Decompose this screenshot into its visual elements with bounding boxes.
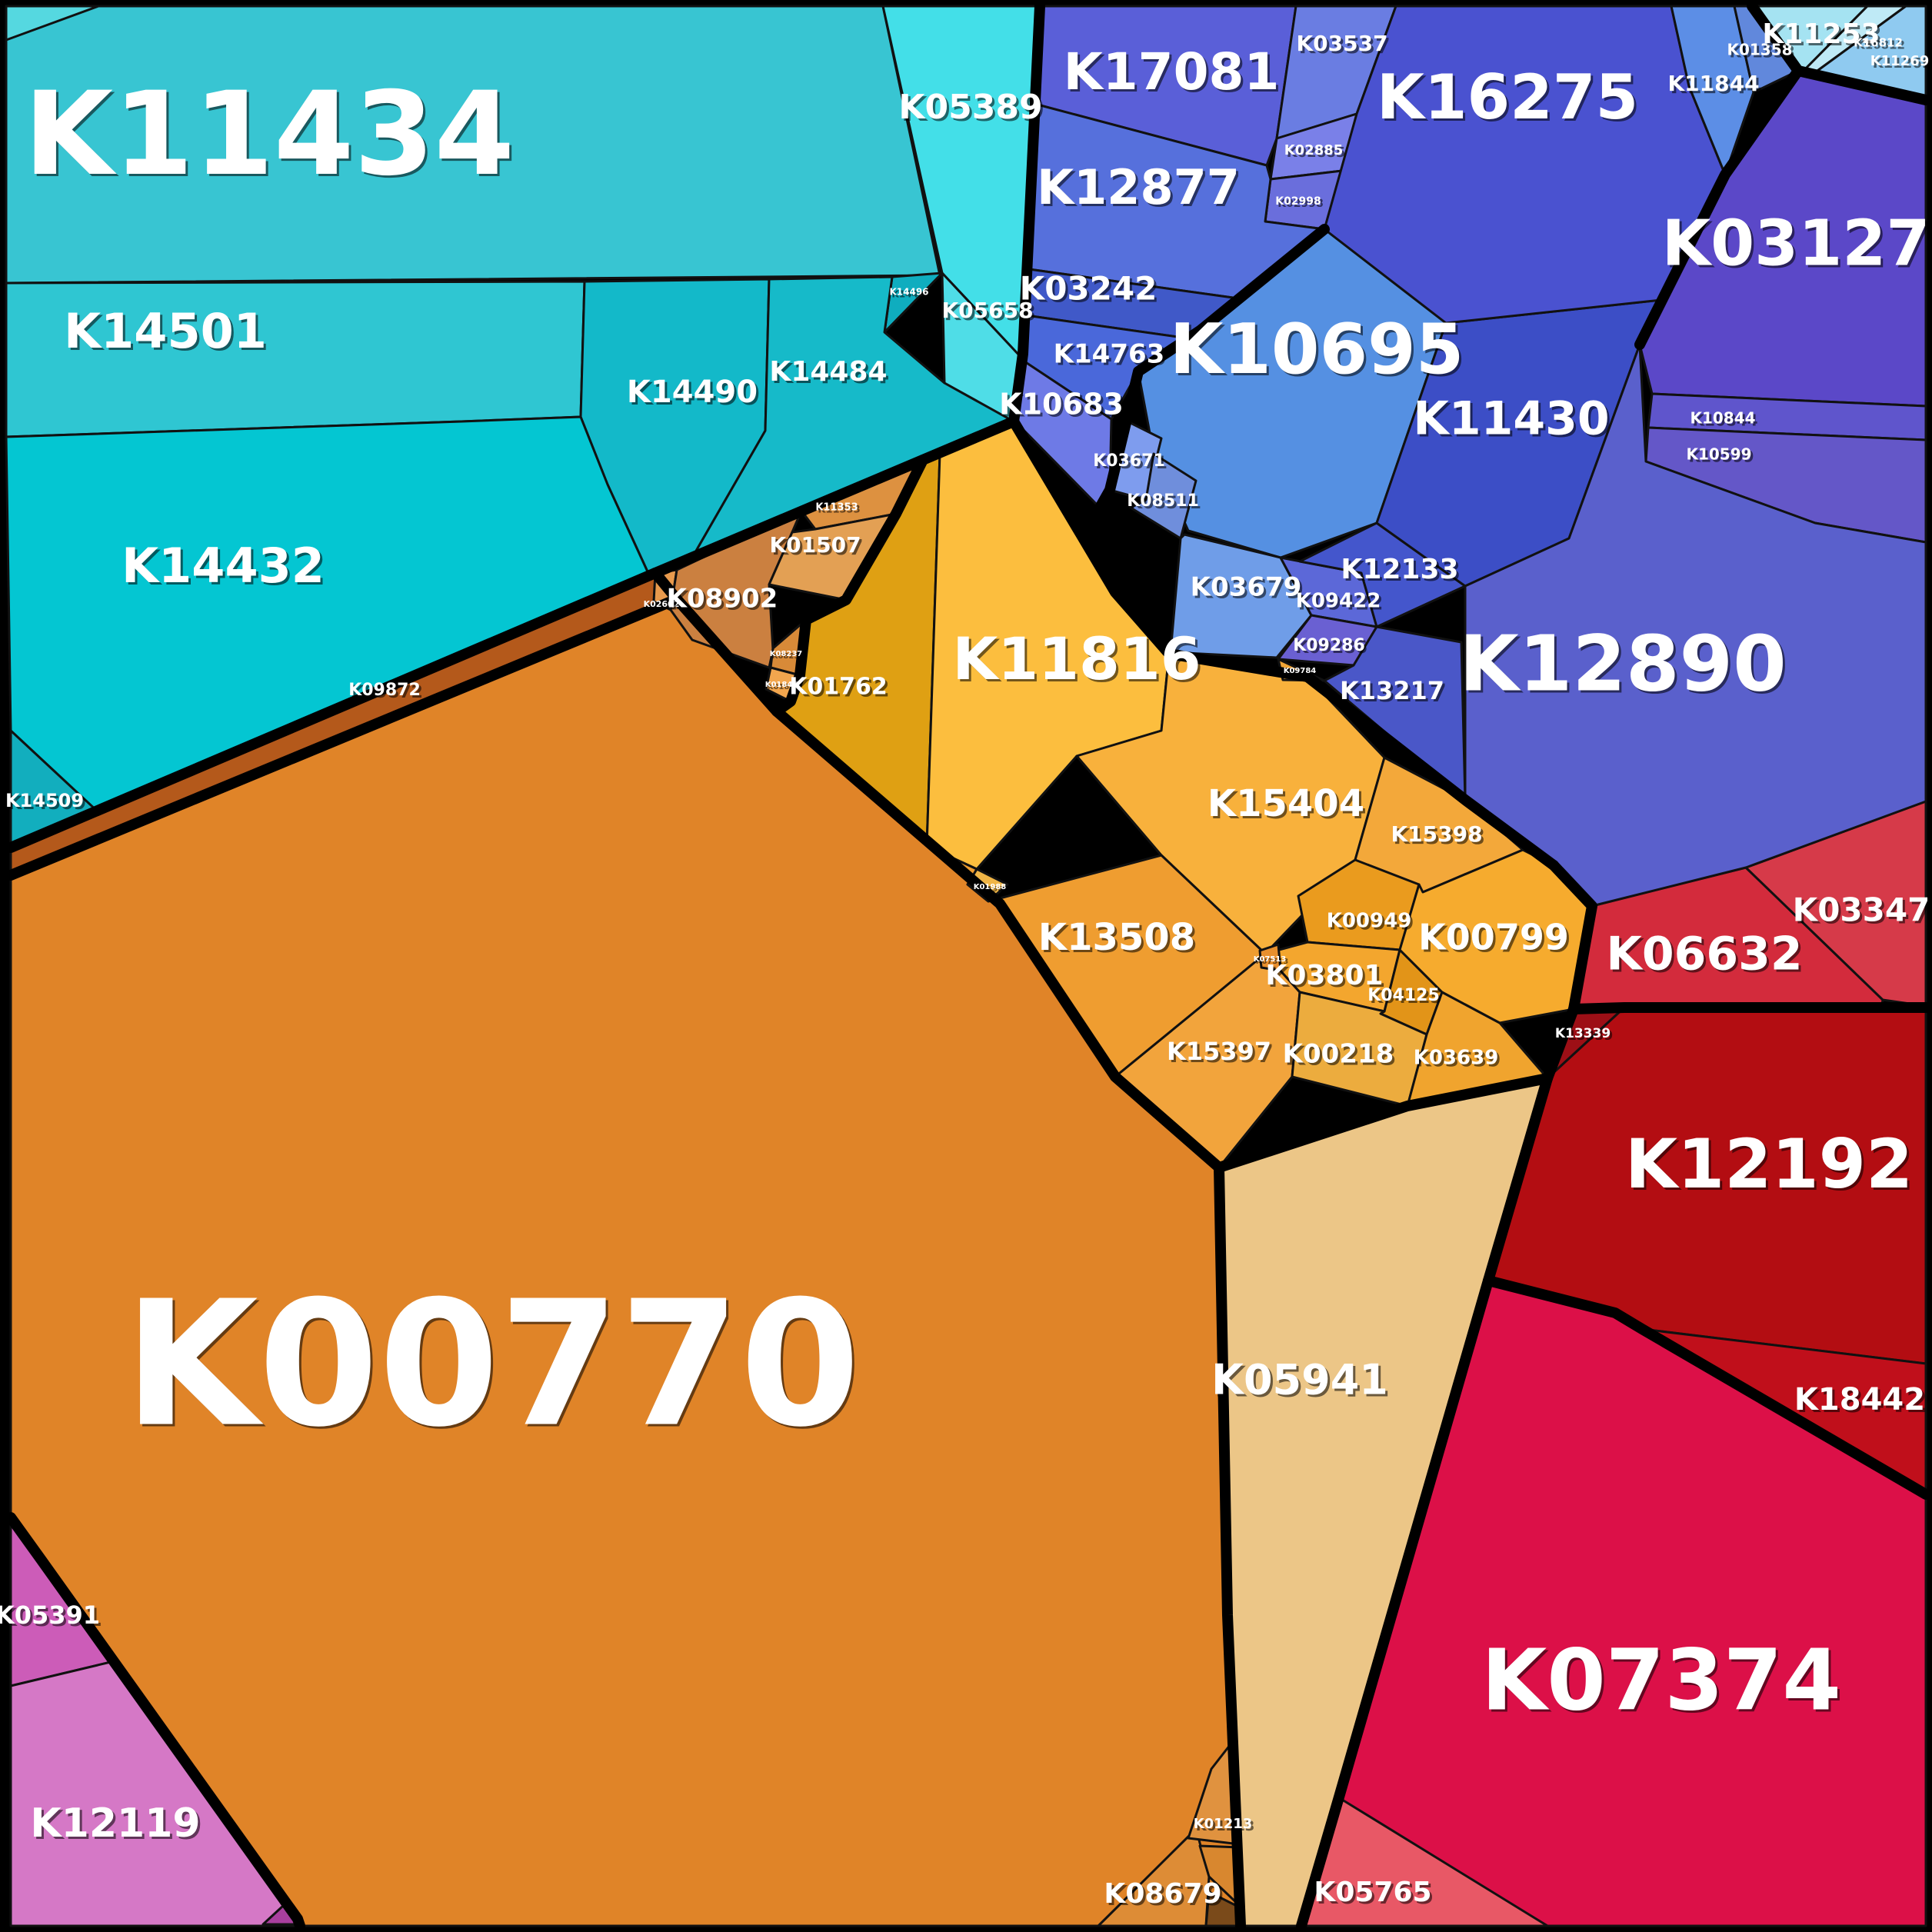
group-boundary-6 xyxy=(771,706,1224,1173)
cell-label-K11269: K11269 xyxy=(1870,53,1930,69)
cell-label-K11430: K11430 xyxy=(1413,392,1609,446)
cell-label-K03679: K03679 xyxy=(1191,572,1302,603)
cell-label-K11844: K11844 xyxy=(1667,71,1759,96)
cell-corner xyxy=(5,5,100,42)
cell-label-K11253: K11253 xyxy=(1762,18,1880,50)
cell-label-K16275: K16275 xyxy=(1377,62,1638,133)
cell-label-K14509: K14509 xyxy=(5,790,84,811)
cell-label-K12890: K12890 xyxy=(1459,618,1786,708)
cell-label-K14763: K14763 xyxy=(1054,339,1165,370)
group-boundary-9 xyxy=(1094,224,1330,513)
cell-label-K08511: K08511 xyxy=(1127,491,1199,511)
cell-label-K02998: K02998 xyxy=(1275,195,1321,208)
cell-label-K01988: K01988 xyxy=(974,883,1007,891)
cell-label-K11353: K11353 xyxy=(815,502,858,514)
labels-layer: K11434 K05389 K05658 K14496 K14501 K14490 K144… xyxy=(0,18,1930,1910)
cell-label-K09422: K09422 xyxy=(1296,590,1381,613)
cell-label-K05389: K05389 xyxy=(898,88,1042,127)
cell-label-K13508: K13508 xyxy=(1038,916,1195,959)
cells-layer xyxy=(5,5,1927,1927)
group-boundary-11 xyxy=(1634,65,1804,350)
cell-label-K02602: K02602 xyxy=(644,599,680,609)
cell-label-K10695: K10695 xyxy=(1170,309,1464,390)
cell-label-K08902: K08902 xyxy=(667,584,778,615)
cell-label-K05765: K05765 xyxy=(1314,1877,1431,1908)
cell-label-K09872: K09872 xyxy=(348,681,421,700)
group-boundary-0 xyxy=(1008,1,1045,427)
cell-label-K03242: K03242 xyxy=(1020,270,1158,308)
group-boundary-8 xyxy=(1542,860,1597,1084)
cell-label-K01847: K01847 xyxy=(765,681,798,689)
cell-label-K03127: K03127 xyxy=(1662,207,1930,280)
cell-label-K16812: K16812 xyxy=(1854,36,1903,50)
cell-label-K14490: K14490 xyxy=(627,375,758,410)
group-boundaries-layer xyxy=(5,1,1931,1931)
group-boundary-3 xyxy=(5,594,682,881)
cell-label-K14484: K14484 xyxy=(769,356,887,388)
cell-label-K15404: K15404 xyxy=(1208,782,1364,825)
cell-label-K11816: K11816 xyxy=(952,625,1201,693)
cell-label-K08237: K08237 xyxy=(770,650,803,658)
cell-label-K10683: K10683 xyxy=(999,388,1124,421)
cell-label-K11434: K11434 xyxy=(24,68,515,202)
cell-label-K14496: K14496 xyxy=(889,287,928,298)
cell-label-K07374: K07374 xyxy=(1481,1631,1841,1729)
cell-label-K00218: K00218 xyxy=(1283,1039,1394,1070)
cell-label-K01213: K01213 xyxy=(1194,1816,1253,1832)
cell-label-K01762: K01762 xyxy=(789,674,888,701)
cell-label-K12192: K12192 xyxy=(1625,1124,1913,1204)
cell-label-K03537: K03537 xyxy=(1296,31,1387,56)
cell-label-K03347: K03347 xyxy=(1793,891,1930,929)
cell-label-K07513: K07513 xyxy=(1254,955,1287,964)
cell-label-K12133: K12133 xyxy=(1341,554,1458,585)
group-boundary-16 xyxy=(1214,1162,1246,1931)
cell-label-K12877: K12877 xyxy=(1037,159,1240,215)
cell-label-K10844: K10844 xyxy=(1690,409,1755,428)
cell-label-K03671: K03671 xyxy=(1093,451,1165,471)
cell-label-K14501: K14501 xyxy=(64,303,267,359)
cell-label-K03639: K03639 xyxy=(1414,1047,1499,1070)
cell-label-K05941: K05941 xyxy=(1211,1356,1388,1404)
cell-K11844 xyxy=(1670,5,1755,176)
group-boundary-13 xyxy=(1483,1275,1931,1500)
cell-label-K09286: K09286 xyxy=(1293,636,1365,655)
cell-label-K04125: K04125 xyxy=(1367,986,1440,1005)
cell-label-K08679: K08679 xyxy=(1104,1878,1221,1910)
cell-label-K00949: K00949 xyxy=(1327,910,1412,933)
group-boundary-15 xyxy=(1296,1073,1553,1931)
cell-K08511 xyxy=(1129,452,1198,540)
cell-label-K13339: K13339 xyxy=(1555,1026,1611,1041)
group-boundary-14 xyxy=(1214,1073,1553,1173)
cell-label-K05658: K05658 xyxy=(941,298,1033,323)
group-boundary-12 xyxy=(1568,1002,1931,1014)
group-boundary-7 xyxy=(1008,416,1559,871)
cell-label-K17081: K17081 xyxy=(1064,42,1280,102)
cell-label-K02885: K02885 xyxy=(1284,142,1344,158)
cell-label-K01358: K01358 xyxy=(1727,41,1792,59)
cell-label-K09784: K09784 xyxy=(1284,667,1317,675)
cell-label-K18442: K18442 xyxy=(1794,1382,1925,1417)
cell-label-K05391: K05391 xyxy=(0,1601,100,1630)
cell-label-K03801: K03801 xyxy=(1265,960,1383,991)
cell-label-K00799: K00799 xyxy=(1418,917,1569,958)
cell-K12890 xyxy=(1464,343,1927,908)
cell-label-K15398: K15398 xyxy=(1391,821,1482,847)
cell-K07513 xyxy=(1258,943,1282,972)
cell-label-K00770: K00770 xyxy=(124,1264,860,1466)
cell-label-K10599: K10599 xyxy=(1686,445,1751,464)
cell-label-K15397: K15397 xyxy=(1167,1037,1271,1066)
group-boundary-17 xyxy=(5,1512,305,1931)
cell-label-K14432: K14432 xyxy=(122,538,325,594)
cell-K01507 xyxy=(768,512,898,601)
group-boundary-4 xyxy=(650,568,682,605)
cell-label-K13217: K13217 xyxy=(1340,676,1444,705)
cell-label-K12119: K12119 xyxy=(30,1800,200,1847)
cell-label-K01507: K01507 xyxy=(769,532,861,558)
group-boundary-1 xyxy=(650,416,1019,578)
cell-label-K06632: K06632 xyxy=(1606,928,1802,981)
group-boundary-2 xyxy=(5,568,661,853)
